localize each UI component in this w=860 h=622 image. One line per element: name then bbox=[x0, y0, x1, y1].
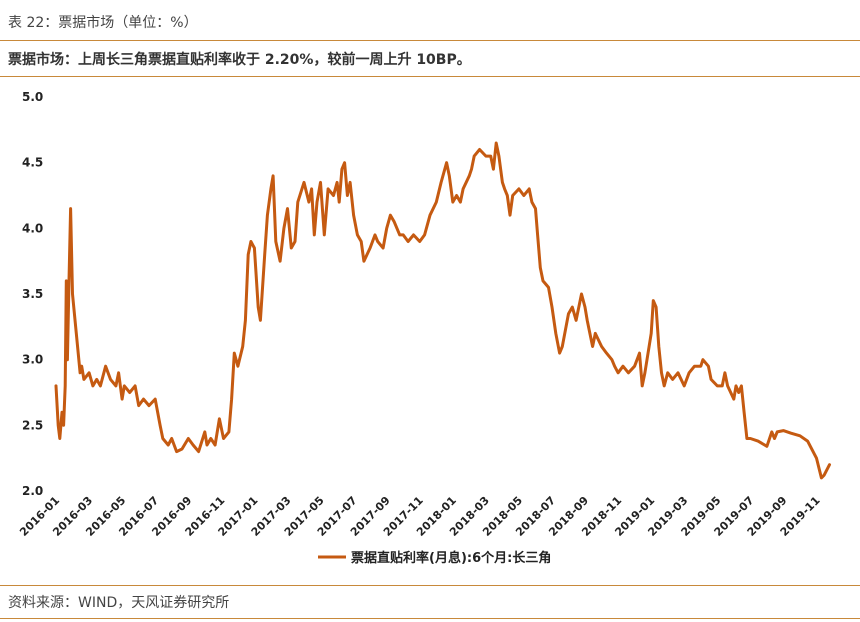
line-chart: 2.0 2.5 3.0 3.5 4.0 4.5 5.0 2016-012016-032016… bbox=[17, 90, 831, 566]
y-tick-label: 4.0 bbox=[22, 221, 43, 235]
bottom-rule bbox=[0, 618, 860, 619]
y-tick-label: 2.5 bbox=[22, 418, 43, 432]
top-rule bbox=[0, 40, 860, 41]
y-tick-label: 3.5 bbox=[22, 287, 43, 301]
summary-text: 票据市场：上周长三角票据直贴利率收于 2.20%，较前一周上升 10BP。 bbox=[8, 52, 471, 68]
legend: 票据直贴利率(月息):6个月:长三角 bbox=[318, 550, 551, 566]
y-tick-label: 5.0 bbox=[22, 90, 43, 104]
x-axis-ticks: 2016-012016-032016-052016-072016-092016-… bbox=[17, 494, 822, 539]
summary-rule bbox=[0, 76, 860, 77]
y-tick-label: 2.0 bbox=[22, 484, 43, 498]
figure-caption: 表 22：票据市场（单位：%） bbox=[8, 15, 198, 31]
y-tick-label: 4.5 bbox=[22, 156, 43, 170]
y-tick-label: 3.0 bbox=[22, 353, 43, 367]
source-note: 资料来源：WIND，天风证券研究所 bbox=[8, 595, 230, 611]
y-axis-ticks: 2.0 2.5 3.0 3.5 4.0 4.5 5.0 bbox=[22, 90, 43, 498]
series-line bbox=[54, 141, 831, 480]
legend-label: 票据直贴利率(月息):6个月:长三角 bbox=[351, 550, 551, 566]
source-rule bbox=[0, 585, 860, 586]
